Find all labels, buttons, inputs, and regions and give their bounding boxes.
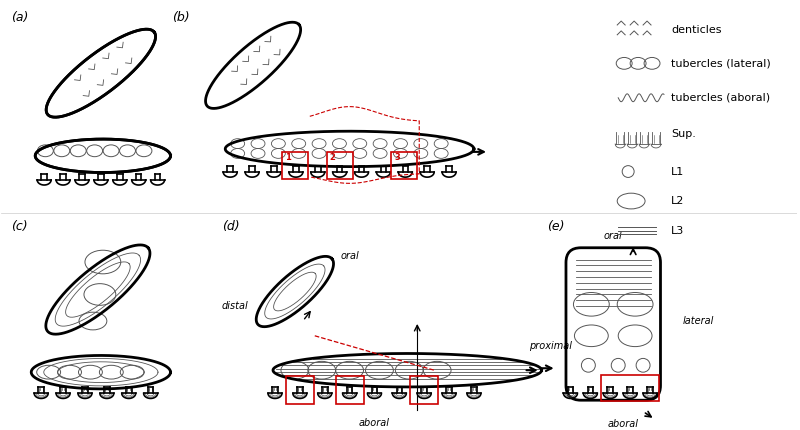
Ellipse shape xyxy=(226,131,474,166)
Ellipse shape xyxy=(273,353,542,387)
Text: distal: distal xyxy=(222,301,249,311)
Text: 1: 1 xyxy=(285,153,291,162)
Ellipse shape xyxy=(31,356,170,389)
Text: (a): (a) xyxy=(11,11,29,24)
Text: L2: L2 xyxy=(671,196,684,206)
Bar xyxy=(336,376,363,404)
Text: L3: L3 xyxy=(671,226,684,236)
Text: oral: oral xyxy=(604,231,622,241)
Bar xyxy=(391,152,418,179)
Text: tubercles (lateral): tubercles (lateral) xyxy=(671,58,770,68)
Text: lateral: lateral xyxy=(683,316,714,326)
Text: (d): (d) xyxy=(222,220,240,233)
Text: 2: 2 xyxy=(330,153,335,162)
Bar xyxy=(410,376,438,404)
Bar xyxy=(286,376,314,404)
Text: tubercles (aboral): tubercles (aboral) xyxy=(671,93,770,103)
FancyBboxPatch shape xyxy=(566,248,661,400)
Bar xyxy=(282,152,308,179)
Bar xyxy=(326,152,353,179)
Text: (c): (c) xyxy=(11,220,28,233)
Text: L1: L1 xyxy=(671,166,684,177)
Ellipse shape xyxy=(256,256,334,327)
Text: (b): (b) xyxy=(173,11,190,24)
Text: (e): (e) xyxy=(546,220,564,233)
Bar xyxy=(602,375,659,401)
Text: aboral: aboral xyxy=(608,419,638,429)
Text: oral: oral xyxy=(340,251,359,261)
Ellipse shape xyxy=(206,22,301,108)
Ellipse shape xyxy=(46,29,155,117)
Text: proximal: proximal xyxy=(529,341,572,350)
Ellipse shape xyxy=(46,245,150,334)
Text: Sup.: Sup. xyxy=(671,129,696,139)
Ellipse shape xyxy=(35,139,170,172)
Text: denticles: denticles xyxy=(671,25,722,35)
Text: 3: 3 xyxy=(394,153,400,162)
Text: aboral: aboral xyxy=(359,418,390,428)
